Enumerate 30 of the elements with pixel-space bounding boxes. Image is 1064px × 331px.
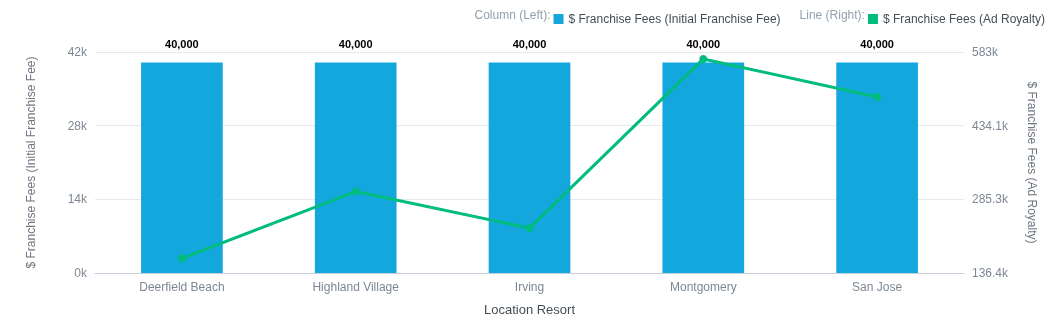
x-tick-label: Irving [514,280,545,294]
text: Column (Left): [474,8,551,22]
point [177,254,186,263]
x-tick-label: San Jose [852,280,903,294]
y2-tick-label: 136.4k [972,266,1010,280]
data-label: 40,000 [165,38,199,51]
point [699,54,708,63]
y2-axis-title: $ Franchise Fees (Ad Royalty) [1025,81,1039,244]
point [351,187,360,196]
y2-tick-label: 434.1k [972,118,1010,133]
x-axis-title: Location Resort [483,302,576,317]
data-label: 40,000 [860,38,894,51]
y-tick-label: 42k [67,45,88,59]
legend-label: $ Franchise Fees (Initial Franchise Fee) [568,12,781,26]
y-axis-title: $ Franchise Fees (Initial Franchise Fee) [24,56,38,269]
x-tick-label: Deerfield Beach [139,280,225,294]
legend-label: $ Franchise Fees (Ad Royalty) [882,12,1045,26]
data-label: 40,000 [338,38,373,51]
point [525,224,534,233]
x-tick-label: Montgomery [669,280,737,294]
data-label: 40,000 [512,38,547,51]
y2-tick-label: 583k [972,45,1000,59]
y-tick-label: 28k [67,118,88,133]
text: Line (Right): [799,8,865,22]
y-tick-label: 0k [74,266,88,280]
y2-tick-label: 285.3k [972,192,1010,207]
point [873,93,882,102]
x-tick-label: Highland Village [312,280,400,294]
y-tick-label: 14k [67,192,88,207]
data-label: 40,000 [686,38,721,51]
